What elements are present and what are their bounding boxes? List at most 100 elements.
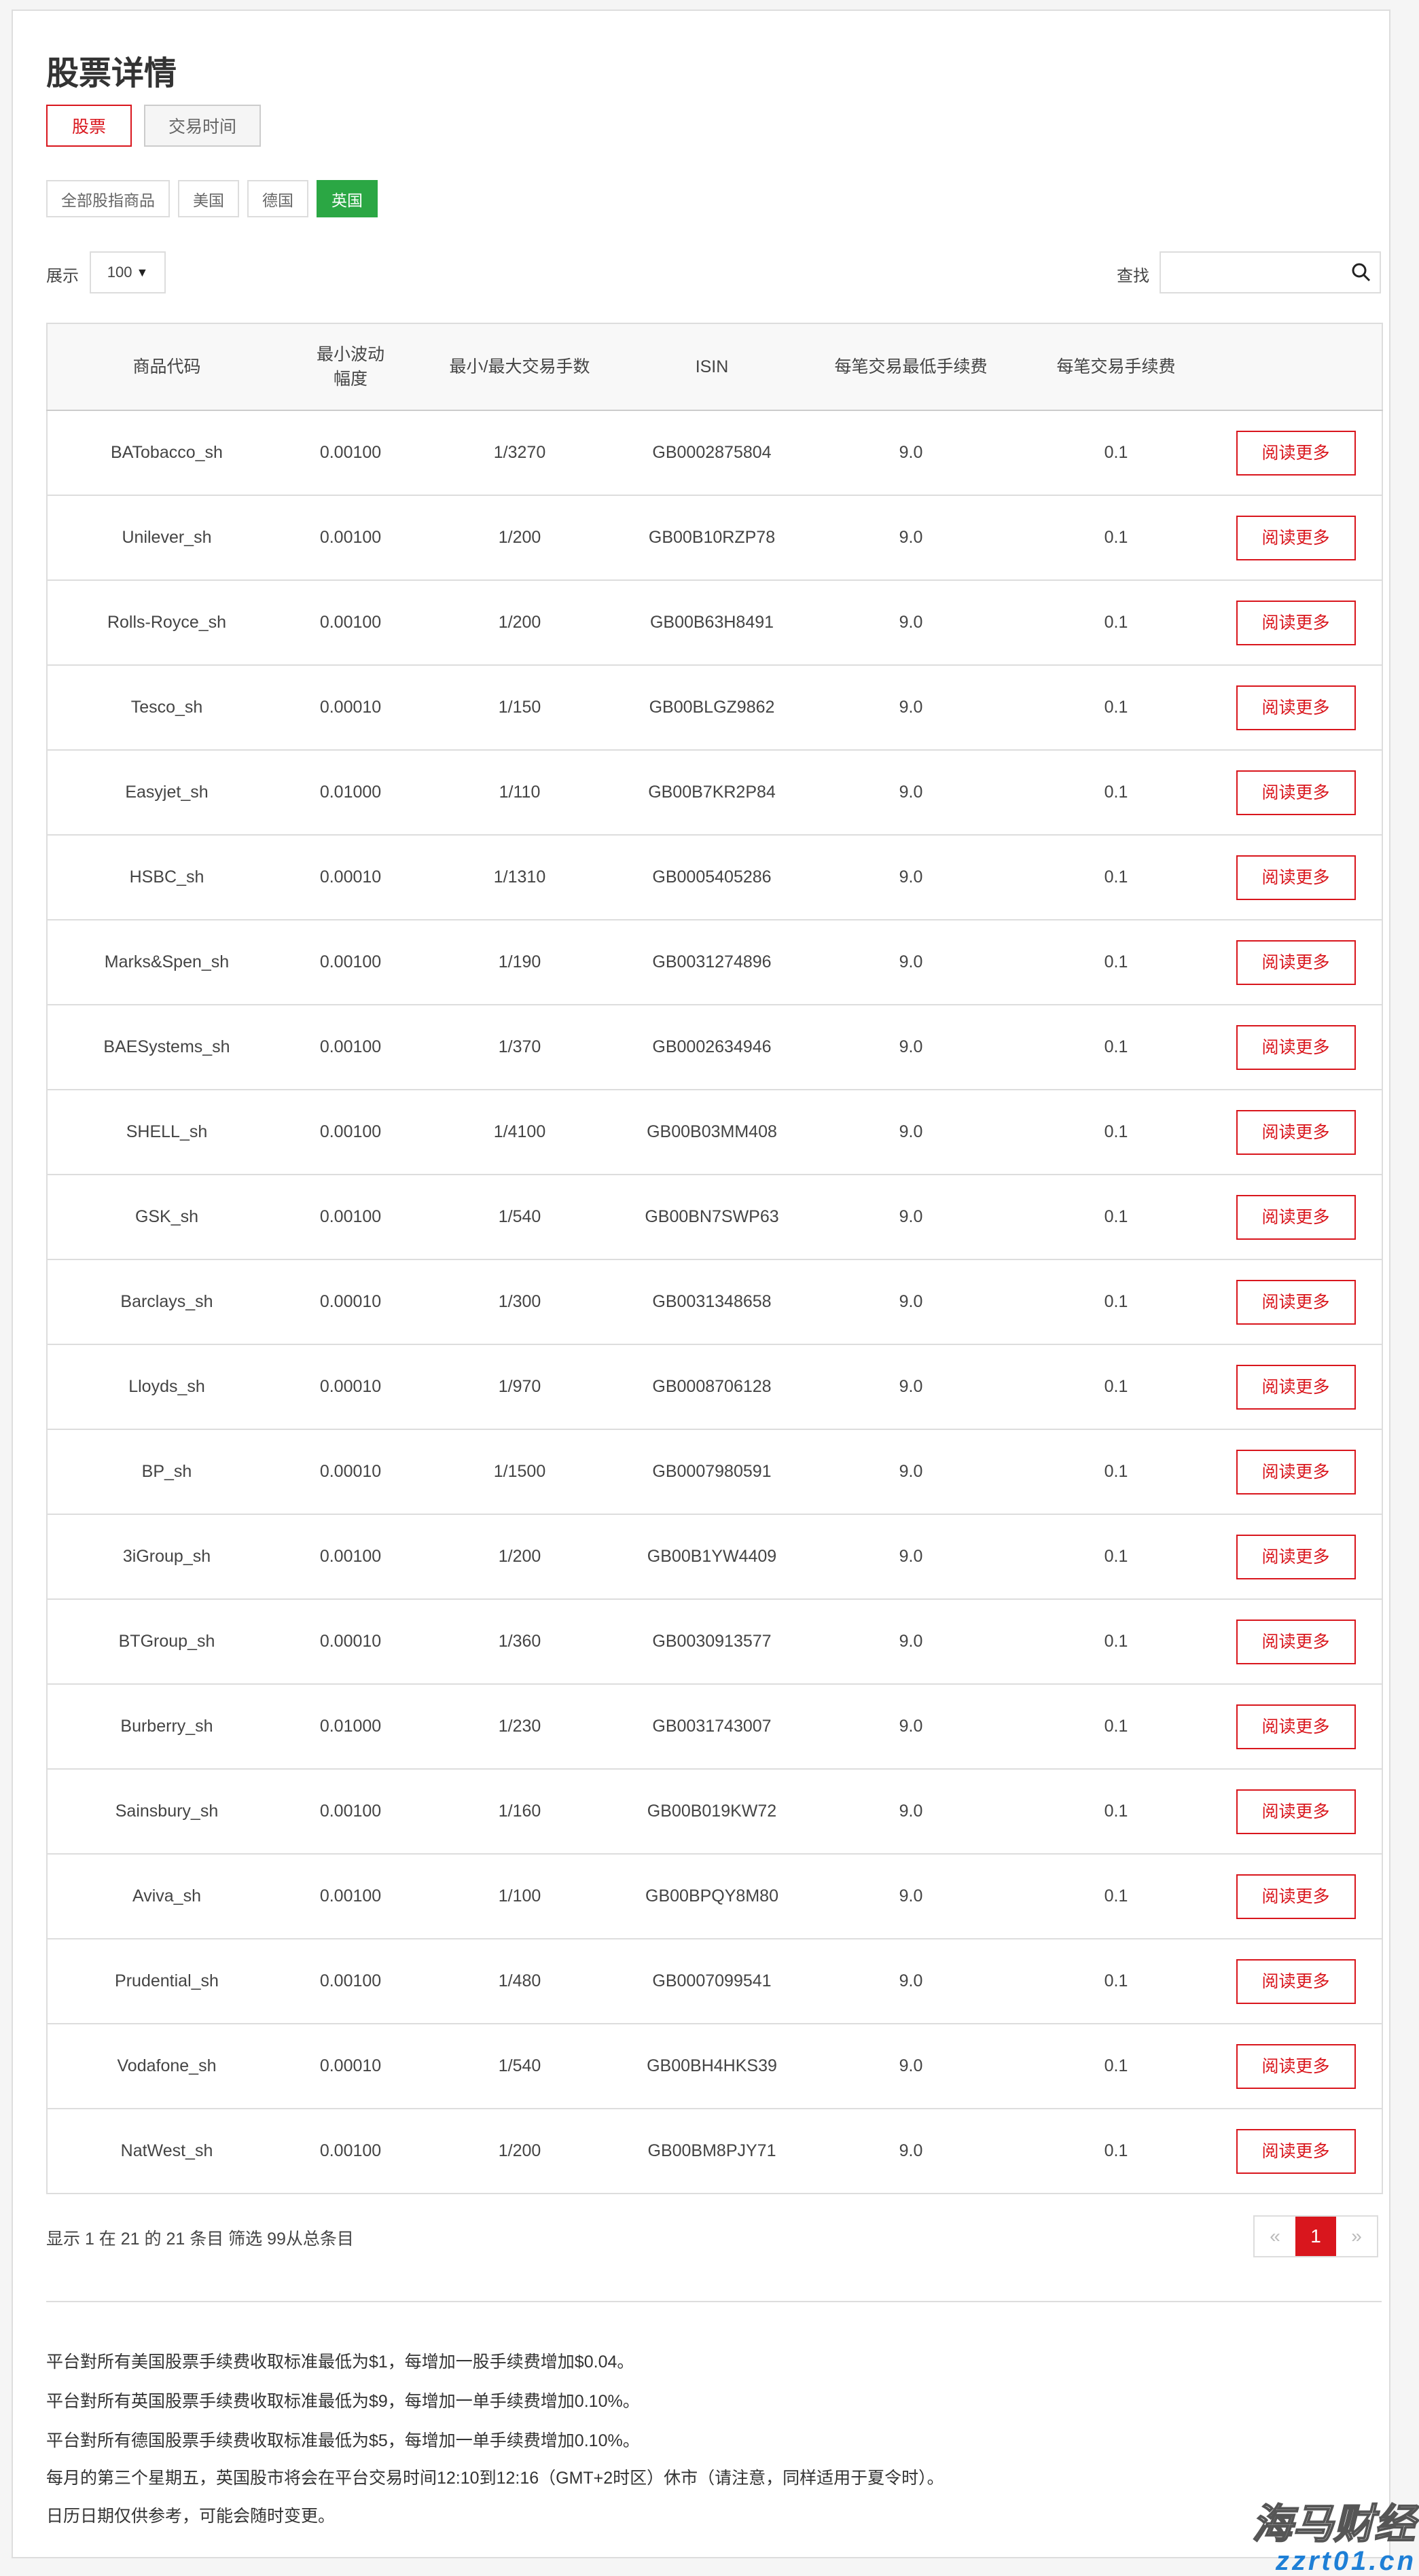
header-min-tick-line2: 幅度	[333, 370, 367, 389]
read-more-button[interactable]: 阅读更多	[1236, 1364, 1356, 1410]
table-row: NatWest_sh 0.00100 1/200 GB00BM8PJY71 9.0 0.1…	[47, 2109, 1382, 2194]
cell-action: 阅读更多	[1210, 1175, 1382, 1260]
note-uk-fee: 平台對所有英国股票手续费收取标准最低为$9，每增加一单手续费增加0.10%。	[46, 2392, 640, 2411]
cell-isin: GB00B10RZP78	[624, 495, 800, 581]
read-more-button[interactable]: 阅读更多	[1236, 940, 1356, 985]
cell-lot-range: 1/110	[415, 750, 624, 836]
note-us-fee: 平台對所有美国股票手续费收取标准最低为$1，每增加一股手续费增加$0.04。	[46, 2353, 634, 2372]
cell-action: 阅读更多	[1210, 2109, 1382, 2194]
cell-min-fee: 9.0	[800, 750, 1022, 836]
header-min-tick: 最小波动 幅度	[286, 323, 415, 411]
header-symbol: 商品代码	[47, 323, 286, 411]
market-uk[interactable]: 英国	[317, 180, 378, 217]
cell-symbol: Marks&Spen_sh	[47, 920, 286, 1005]
cell-isin: GB0007099541	[624, 1939, 800, 2024]
cell-lot-range: 1/200	[498, 2141, 541, 2160]
cell-lot-range: 1/100	[415, 1854, 624, 1939]
cell-symbol: Sainsbury_sh	[47, 1769, 286, 1855]
next-page-button[interactable]: »	[1351, 2225, 1362, 2247]
read-more-button[interactable]: 阅读更多	[1236, 1704, 1356, 1749]
market-us[interactable]: 美国	[178, 180, 239, 217]
cell-action: 阅读更多	[1210, 1005, 1382, 1090]
cell-fee: 0.1	[1022, 1514, 1210, 1600]
read-more-button[interactable]: 阅读更多	[1236, 1109, 1356, 1155]
cell-lot-range: 1/3270	[415, 410, 624, 496]
table-row: Rolls-Royce_sh 0.00100 1/200 GB00B63H8491 9.…	[47, 580, 1382, 666]
read-more-button[interactable]: 阅读更多	[1236, 1534, 1356, 1579]
table-row: Unilever_sh 0.00100 1/200 GB00B10RZP78 9.0 0.…	[47, 495, 1382, 581]
market-germany[interactable]: 德国	[247, 180, 308, 217]
cell-symbol: 3iGroup_sh	[47, 1514, 286, 1600]
cell-lot-range: 1/300	[415, 1259, 624, 1345]
cell-isin: GB00B7KR2P84	[624, 750, 800, 836]
cell-lot-range: 1/4100	[415, 1090, 624, 1175]
cell-min-fee: 9.0	[800, 580, 1022, 666]
cell-fee: 0.1	[1022, 1939, 1210, 2024]
cell-isin: GB0008706128	[624, 1344, 800, 1430]
read-more-button[interactable]: 阅读更多	[1236, 1619, 1356, 1664]
cell-action: 阅读更多	[1210, 1939, 1382, 2024]
read-more-button[interactable]: 阅读更多	[1236, 685, 1356, 730]
search-input[interactable]	[1160, 251, 1381, 293]
cell-fee: 0.1	[1022, 1344, 1210, 1430]
cell-min-fee: 9.0	[800, 1939, 1022, 2024]
read-more-button[interactable]: 阅读更多	[1236, 770, 1356, 815]
read-more-button[interactable]: 阅读更多	[1236, 600, 1356, 645]
stock-details-card: 股票详情 股票 交易时间 全部股指商品 美国 德国 英国 展示 100 ▼ 查找…	[12, 10, 1390, 2558]
tab-trading-hours[interactable]: 交易时间	[144, 105, 261, 147]
cell-min-tick: 0.00010	[286, 665, 415, 751]
cell-lot-range: 1/200	[415, 495, 624, 581]
read-more-button[interactable]: 阅读更多	[1236, 515, 1356, 560]
divider	[46, 2301, 1382, 2302]
table-row: BP_sh 0.00010 1/1500 GB0007980591 9.0 0.1 阅读更多	[47, 1429, 1382, 1515]
page-size-select[interactable]: 100 ▼	[90, 251, 166, 293]
note-calendar: 日历日期仅供参考，可能会随时变更。	[46, 2507, 336, 2526]
cell-isin: GB00B03MM408	[624, 1090, 800, 1175]
read-more-button[interactable]: 阅读更多	[1236, 1789, 1356, 1834]
table-row: Vodafone_sh 0.00010 1/540 GB00BH4HKS39 9.0 0.…	[47, 2024, 1382, 2109]
search-icon[interactable]	[1351, 262, 1371, 283]
cell-min-tick: 0.00100	[286, 1939, 415, 2024]
cell-lot-range: 1/970	[415, 1344, 624, 1430]
note-de-fee: 平台對所有德国股票手续费收取标准最低为$5，每增加一单手续费增加0.10%。	[46, 2431, 640, 2450]
table-row: Tesco_sh 0.00010 1/150 GB00BLGZ9862 9.0 0.1 阅读…	[47, 665, 1382, 751]
cell-symbol: NatWest_sh	[120, 2141, 213, 2160]
read-more-button[interactable]: 阅读更多	[1236, 1279, 1356, 1325]
cell-min-fee: 9.0	[800, 1005, 1022, 1090]
page-title: 股票详情	[46, 56, 177, 92]
read-more-button[interactable]: 阅读更多	[1236, 1449, 1356, 1495]
cell-min-fee: 9.0	[800, 1175, 1022, 1260]
cell-min-fee: 9.0	[800, 1769, 1022, 1855]
cell-action: 阅读更多	[1210, 665, 1382, 751]
prev-page-button[interactable]: «	[1270, 2225, 1280, 2247]
read-more-button[interactable]: 阅读更多	[1236, 1194, 1356, 1240]
read-more-button[interactable]: 阅读更多	[1236, 2128, 1356, 2174]
cell-isin: GB00BN7SWP63	[624, 1175, 800, 1260]
table-row: Sainsbury_sh 0.00100 1/160 GB00B019KW72 9.0 0…	[47, 1769, 1382, 1855]
page-1-button[interactable]: 1	[1295, 2217, 1336, 2256]
table-row: Easyjet_sh 0.01000 1/110 GB00B7KR2P84 9.0 0.1…	[47, 750, 1382, 836]
market-all[interactable]: 全部股指商品	[46, 180, 170, 217]
cell-lot-range: 1/230	[415, 1684, 624, 1770]
cell-action: 阅读更多	[1210, 2024, 1382, 2109]
tab-stocks[interactable]: 股票	[46, 105, 132, 147]
cell-symbol: BTGroup_sh	[47, 1599, 286, 1685]
cell-fee: 0.1	[1104, 2141, 1128, 2160]
cell-min-fee: 9.0	[800, 1259, 1022, 1345]
header-fee: 每笔交易手续费	[1022, 323, 1210, 411]
read-more-button[interactable]: 阅读更多	[1236, 855, 1356, 900]
cell-min-fee: 9.0	[800, 1429, 1022, 1515]
cell-lot-range: 1/540	[415, 2024, 624, 2109]
read-more-button[interactable]: 阅读更多	[1236, 430, 1356, 476]
read-more-button[interactable]: 阅读更多	[1236, 1958, 1356, 2004]
cell-min-fee: 9.0	[800, 665, 1022, 751]
cell-isin: GB00B1YW4409	[624, 1514, 800, 1600]
read-more-button[interactable]: 阅读更多	[1236, 1874, 1356, 1919]
cell-symbol: Vodafone_sh	[47, 2024, 286, 2109]
read-more-button[interactable]: 阅读更多	[1236, 1024, 1356, 1070]
show-label: 展示	[46, 267, 79, 285]
cell-action: 阅读更多	[1210, 1259, 1382, 1345]
cell-min-tick: 0.00100	[319, 2141, 382, 2160]
read-more-button[interactable]: 阅读更多	[1236, 2043, 1356, 2089]
cell-lot-range: 1/200	[415, 1514, 624, 1600]
